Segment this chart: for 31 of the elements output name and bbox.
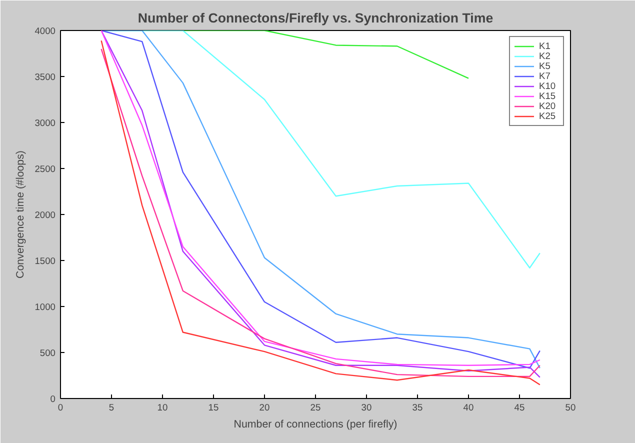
y-tick-label: 2000 bbox=[34, 210, 56, 220]
y-tick-label: 3000 bbox=[34, 118, 56, 128]
legend-label: K1 bbox=[539, 41, 552, 51]
x-tick-label: 15 bbox=[208, 402, 219, 412]
y-tick-label: 500 bbox=[40, 348, 56, 358]
y-tick-label: 0 bbox=[50, 394, 56, 404]
y-tick-label: 1000 bbox=[34, 302, 56, 312]
x-axis-title: Number of connections (per firefly) bbox=[234, 418, 398, 430]
x-tick-label: 30 bbox=[361, 402, 372, 412]
chart-title: Number of Connectons/Firefly vs. Synchronization Time bbox=[138, 10, 494, 26]
y-tick-label: 3500 bbox=[34, 72, 56, 82]
x-tick-label: 25 bbox=[310, 402, 321, 412]
y-axis-title: Convergence time (#loops) bbox=[14, 150, 27, 278]
legend-label: K15 bbox=[539, 91, 557, 101]
x-tick-label: 20 bbox=[259, 402, 270, 412]
x-tick-label: 50 bbox=[565, 402, 576, 412]
legend-label: K20 bbox=[539, 101, 557, 111]
x-tick-label: 40 bbox=[463, 402, 474, 412]
y-tick-label: 2500 bbox=[34, 164, 56, 174]
x-tick-label: 0 bbox=[58, 402, 64, 412]
legend-label: K7 bbox=[539, 71, 552, 81]
legend-label: K25 bbox=[539, 111, 557, 121]
legend-label: K5 bbox=[539, 61, 552, 71]
x-tick-label: 45 bbox=[514, 402, 525, 412]
legend-label: K10 bbox=[539, 81, 557, 91]
x-tick-label: 5 bbox=[108, 402, 114, 412]
y-tick-label: 1500 bbox=[34, 256, 56, 266]
x-tick-label: 10 bbox=[157, 402, 168, 412]
legend-label: K2 bbox=[539, 51, 552, 61]
y-tick-label: 4000 bbox=[34, 26, 56, 36]
x-tick-label: 35 bbox=[412, 402, 423, 412]
